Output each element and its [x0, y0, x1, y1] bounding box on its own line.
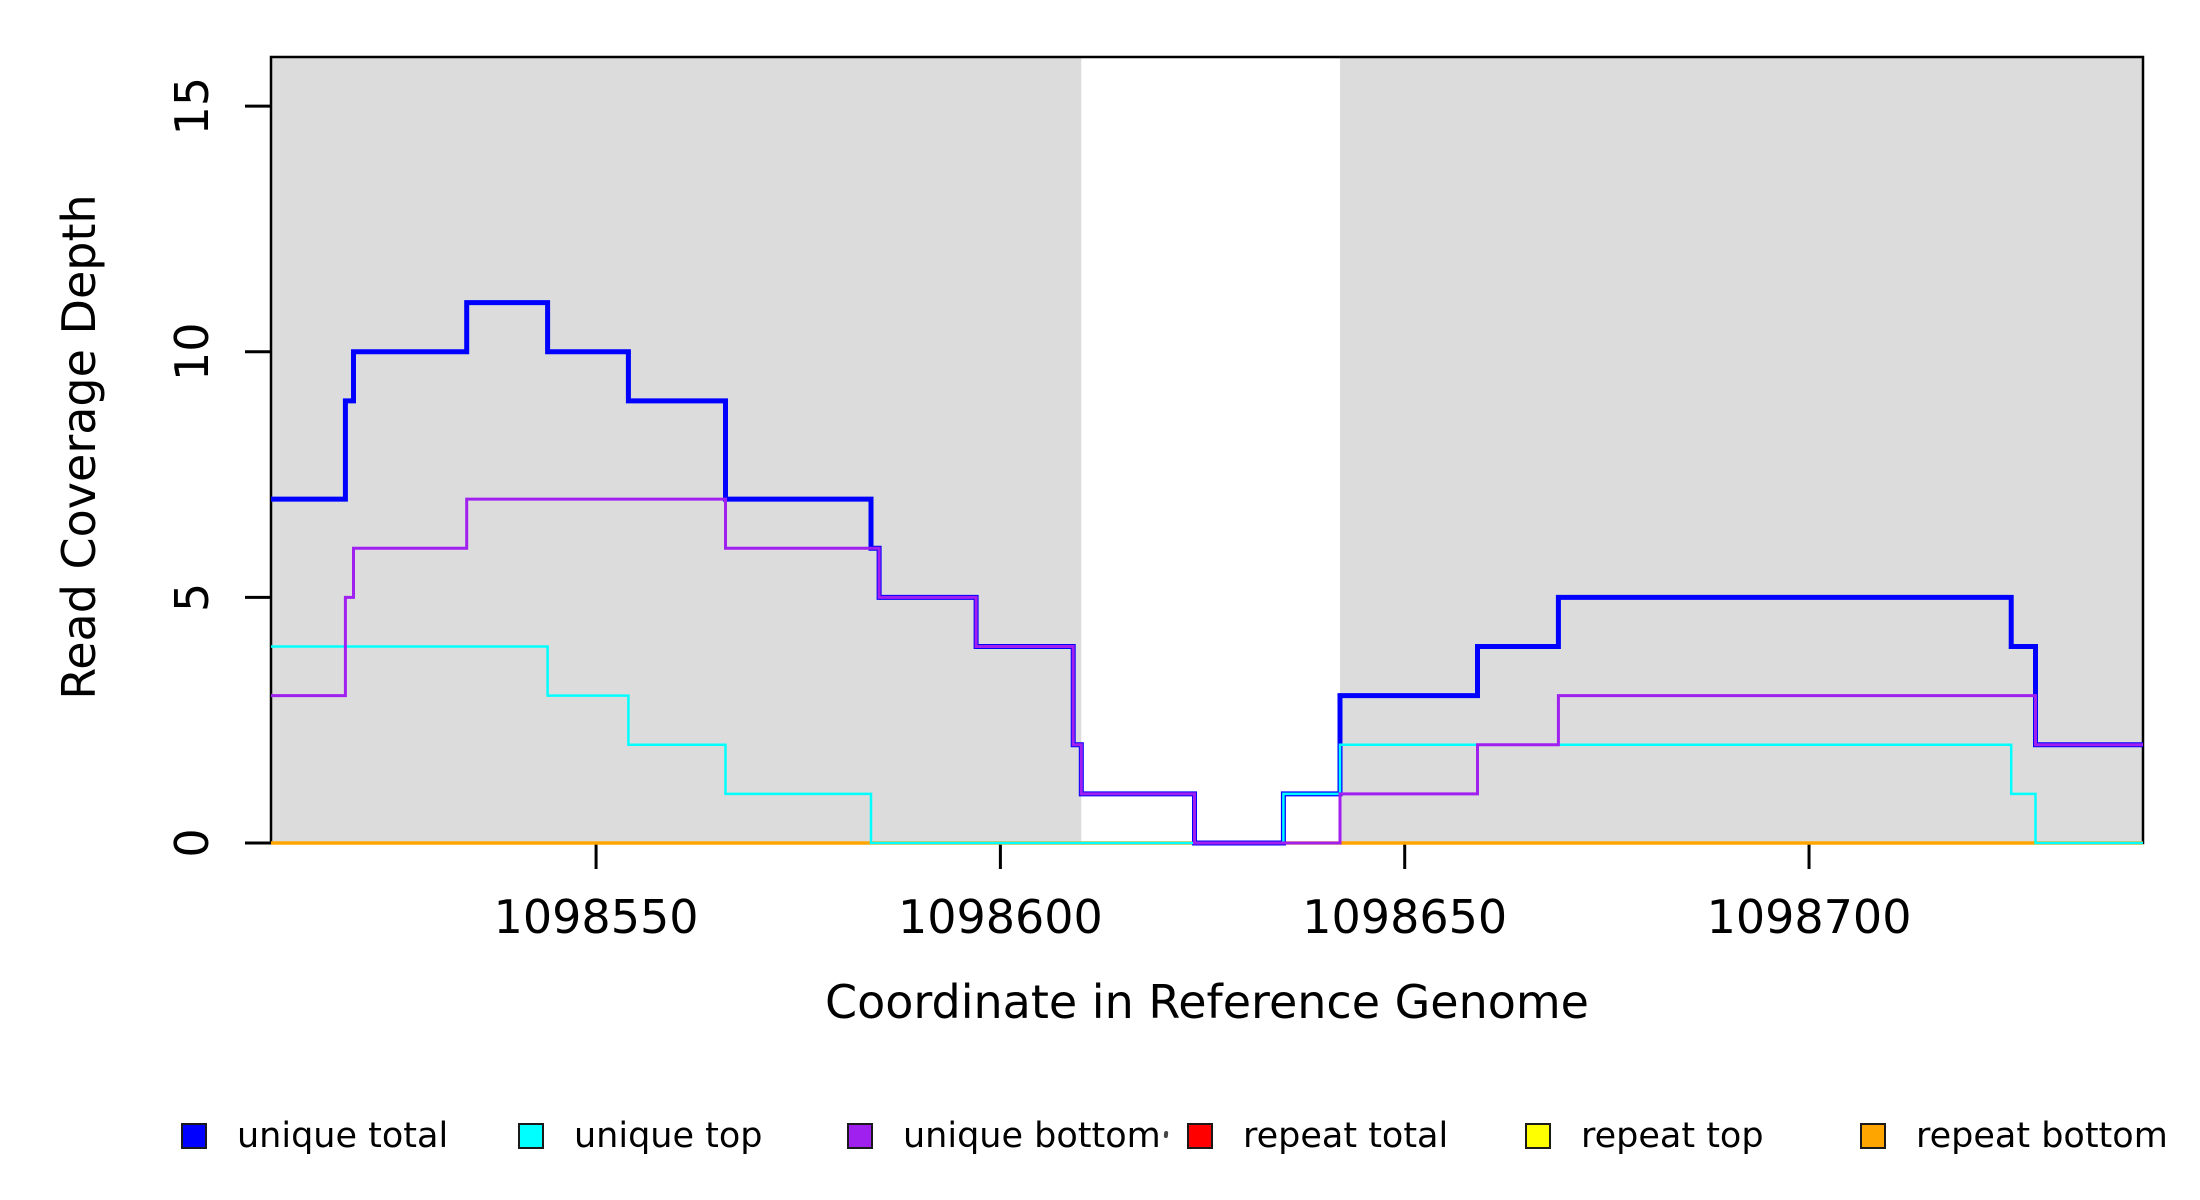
- x-tick-label: 1098550: [494, 890, 699, 944]
- axis-ticks-group: 1098550 1098600 1098650 1098700 0 5 10 15: [165, 77, 1911, 944]
- shaded-regions-group: [271, 57, 2143, 843]
- y-tick-label: 5: [165, 583, 219, 612]
- x-tick-label: 1098600: [898, 890, 1103, 944]
- x-tick-label: 1098700: [1707, 890, 1912, 944]
- series-lines-group: [271, 300, 2143, 846]
- y-tick-label: 0: [165, 828, 219, 857]
- series-line-unique-top: [271, 645, 2143, 845]
- y-tick-label: 15: [165, 77, 219, 136]
- y-axis-title: Read Coverage Depth: [52, 194, 106, 699]
- y-tick-label: 10: [165, 322, 219, 381]
- shaded-region: [271, 57, 1082, 843]
- series-line-unique-bottom: [271, 497, 2143, 845]
- shaded-region: [1340, 57, 2143, 843]
- x-tick-label: 1098650: [1302, 890, 1507, 944]
- x-axis-title: Coordinate in Reference Genome: [825, 975, 1589, 1029]
